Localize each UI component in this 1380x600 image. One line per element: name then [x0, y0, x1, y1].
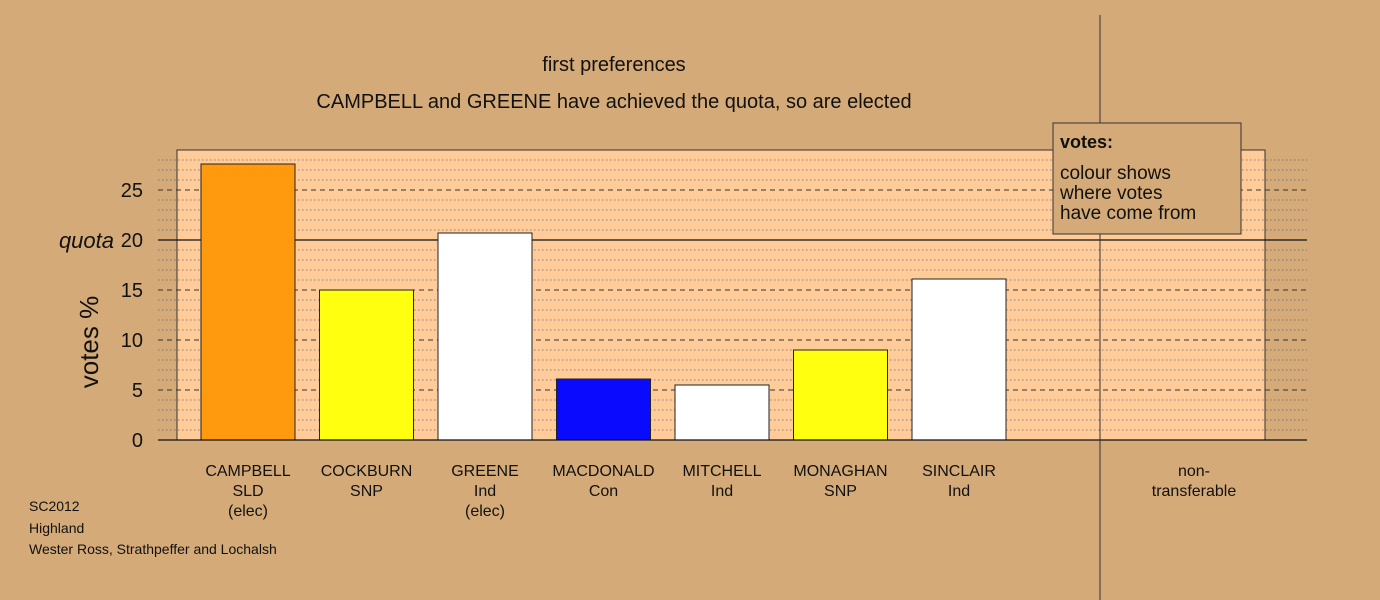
- legend-box: [1052, 122, 1242, 235]
- category-label: SNP: [824, 483, 857, 500]
- category-label: CAMPBELL: [205, 463, 290, 480]
- quota-label: quota: [59, 228, 114, 253]
- legend-line: where votes: [1059, 183, 1162, 204]
- category-label: COCKBURN: [321, 463, 413, 480]
- category-label: GREENE: [451, 463, 519, 480]
- legend-title: votes:: [1060, 132, 1113, 152]
- legend-line: colour shows: [1060, 163, 1171, 184]
- bar: [200, 163, 296, 441]
- category-label: MACDONALD: [552, 463, 654, 480]
- category-label: transferable: [1152, 483, 1237, 500]
- category-label: SLD: [232, 483, 263, 500]
- chart-title: first preferences: [542, 54, 685, 76]
- category-label: MONAGHAN: [793, 463, 887, 480]
- footer-line: Highland: [29, 520, 84, 536]
- bar: [793, 349, 888, 441]
- category-label: MITCHELL: [682, 463, 761, 480]
- bar: [556, 378, 651, 441]
- category-label: (elec): [228, 503, 268, 520]
- category-label: Ind: [474, 483, 496, 500]
- legend-line: have come from: [1060, 203, 1196, 224]
- y-tick-label: 25: [121, 180, 143, 202]
- category-label: Ind: [711, 483, 733, 500]
- y-tick-label: 20: [121, 230, 143, 252]
- category-label: Con: [589, 483, 618, 500]
- y-axis-label: votes %: [74, 296, 104, 389]
- category-label: Ind: [948, 483, 970, 500]
- category-label: SINCLAIR: [922, 463, 996, 480]
- footer-line: SC2012: [29, 498, 80, 514]
- y-tick-label: 10: [121, 330, 143, 352]
- bar: [674, 384, 770, 441]
- bar: [911, 278, 1007, 441]
- bar: [437, 232, 533, 441]
- y-tick-label: 15: [121, 280, 143, 302]
- footer-line: Wester Ross, Strathpeffer and Lochalsh: [29, 541, 277, 557]
- legend: votes: colour shows where votes have com…: [1052, 122, 1242, 235]
- footer: SC2012 Highland Wester Ross, Strathpeffe…: [29, 498, 277, 557]
- category-label: non-: [1178, 463, 1210, 480]
- y-tick-label: 5: [132, 380, 143, 402]
- bar: [319, 289, 414, 441]
- category-label: (elec): [465, 503, 505, 520]
- y-tick-label: 0: [132, 430, 143, 452]
- chart-subtitle: CAMPBELL and GREENE have achieved the qu…: [316, 91, 911, 113]
- category-label: SNP: [350, 483, 383, 500]
